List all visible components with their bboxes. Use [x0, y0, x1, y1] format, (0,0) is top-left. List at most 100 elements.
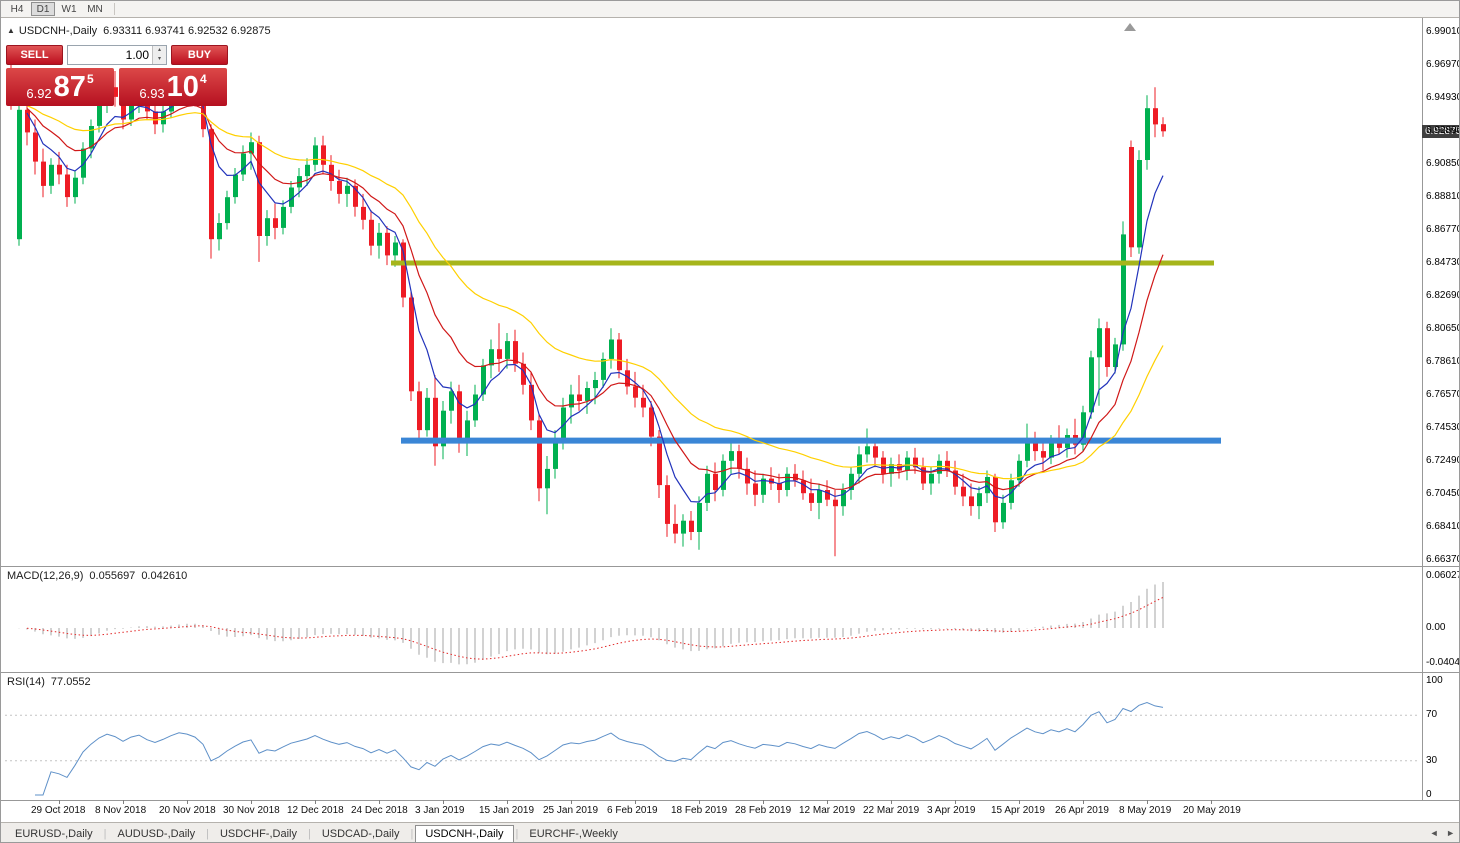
- time-axis-label: 8 Nov 2018: [95, 805, 147, 816]
- price-axis-label: 6.90850: [1426, 158, 1460, 169]
- toolbar-separator: [114, 3, 115, 15]
- time-axis-label: 6 Feb 2019: [607, 805, 658, 816]
- time-axis-label: 20 Nov 2018: [159, 805, 216, 816]
- time-axis-label: 28 Feb 2019: [735, 805, 792, 816]
- timeframe-w1[interactable]: W1: [57, 2, 81, 16]
- price-chart-panel: ▲ USDCNH-,Daily 6.93311 6.93741 6.92532 6.…: [1, 18, 1422, 566]
- price-axis-label: 6.84730: [1426, 257, 1460, 268]
- price-axis-label: 6.78610: [1426, 356, 1460, 367]
- time-axis-tick: [635, 800, 636, 804]
- macd-axis-label: 0.060274: [1426, 570, 1459, 581]
- price-axis-label: 6.70450: [1426, 488, 1460, 499]
- chart-tab-eurusd-daily[interactable]: EURUSD-,Daily: [15, 827, 93, 840]
- time-axis-tick: [123, 800, 124, 804]
- sell-price-prefix: 6.92: [26, 86, 52, 101]
- chart-shift-marker-icon[interactable]: [1124, 23, 1136, 31]
- one-click-collapse-icon[interactable]: ▲: [7, 26, 15, 35]
- price-axis-label: 6.68410: [1426, 521, 1460, 532]
- rsi-indicator-label: RSI(14) 77.0552: [7, 676, 91, 688]
- time-axis-label: 3 Jan 2019: [415, 805, 465, 816]
- price-axis-label: 6.94930: [1426, 92, 1460, 103]
- time-axis-label: 12 Dec 2018: [287, 805, 344, 816]
- time-axis-tick: [443, 800, 444, 804]
- chart-tab-usdchf-daily[interactable]: USDCHF-,Daily: [219, 827, 297, 840]
- time-axis-tick: [1147, 800, 1148, 804]
- time-axis-tick: [699, 800, 700, 804]
- macd-histogram: [18, 582, 1164, 665]
- time-axis-tick: [891, 800, 892, 804]
- one-click-trading-panel: SELL 1.00 ▴ ▾ BUY 6.92 87 5 6.93 10 4: [6, 45, 228, 106]
- tab-scroll-controls: ◄ ►: [1425, 828, 1455, 838]
- time-axis-label: 29 Oct 2018: [31, 805, 86, 816]
- sell-button[interactable]: SELL: [6, 45, 63, 65]
- time-axis-tick: [827, 800, 828, 804]
- rsi-axis-label: 100: [1426, 675, 1443, 686]
- timeframe-d1[interactable]: D1: [31, 2, 55, 16]
- macd-indicator-canvas: [18, 582, 1164, 665]
- macd-axis-label: 0.00: [1426, 622, 1446, 633]
- macd-indicator-label: MACD(12,26,9) 0.055697 0.042610: [7, 570, 187, 582]
- time-axis-tick: [571, 800, 572, 804]
- time-axis-tick: [187, 800, 188, 804]
- price-axis-label: 6.76570: [1426, 389, 1460, 400]
- macd-axis-label: -0.040412: [1426, 657, 1460, 668]
- rsi-axis-label: 0: [1426, 789, 1432, 800]
- rsi-indicator-canvas: [5, 701, 1417, 796]
- time-axis-label: 18 Feb 2019: [671, 805, 728, 816]
- time-axis-label: 22 Mar 2019: [863, 805, 920, 816]
- timeframe-mn[interactable]: MN: [83, 2, 107, 16]
- price-axis-label: 6.82690: [1426, 290, 1460, 301]
- time-axis-label: 3 Apr 2019: [927, 805, 976, 816]
- time-axis-label: 24 Dec 2018: [351, 805, 408, 816]
- time-axis-label: 20 May 2019: [1183, 805, 1241, 816]
- chart-tab-eurchf-weekly[interactable]: EURCHF-,Weekly: [529, 827, 618, 840]
- chart-ohlc-values: 6.93311 6.93741 6.92532 6.92875: [103, 25, 271, 37]
- price-axis-label: 6.88810: [1426, 191, 1460, 202]
- volume-value: 1.00: [125, 48, 149, 62]
- time-axis-tick: [1211, 800, 1212, 804]
- chart-tab-usdcad-daily[interactable]: USDCAD-,Daily: [321, 827, 400, 840]
- time-axis-tick: [763, 800, 764, 804]
- volume-spinner: ▴ ▾: [152, 46, 166, 64]
- spinner-down-icon[interactable]: ▾: [153, 55, 166, 64]
- macd-main-value: 0.055697: [89, 570, 136, 582]
- time-axis-label: 8 May 2019: [1119, 805, 1172, 816]
- time-axis-tick: [315, 800, 316, 804]
- buy-price-prefix: 6.93: [139, 86, 165, 101]
- panel-separator[interactable]: [1, 672, 1459, 673]
- rsi-name: RSI(14): [7, 676, 45, 688]
- time-axis-tick: [59, 800, 60, 804]
- price-axis-label: 6.96970: [1426, 59, 1460, 70]
- price-axis-label: 6.80650: [1426, 323, 1460, 334]
- sell-price-box[interactable]: 6.92 87 5: [6, 68, 114, 106]
- chart-symbol-period: USDCNH-,Daily: [18, 25, 98, 37]
- buy-button[interactable]: BUY: [171, 45, 228, 65]
- chart-tab-bar: EURUSD-,Daily | AUDUSD-,Daily | USDCHF-,Dail…: [1, 822, 1459, 842]
- chart-tab-audusd-daily[interactable]: AUDUSD-,Daily: [117, 827, 196, 840]
- volume-input[interactable]: 1.00 ▴ ▾: [67, 45, 167, 65]
- price-axis-label: 6.72490: [1426, 455, 1460, 466]
- spinner-up-icon[interactable]: ▴: [153, 46, 166, 55]
- buy-price-big: 10: [166, 71, 199, 103]
- ma-30-line: [26, 105, 1164, 480]
- time-axis-tick: [379, 800, 380, 804]
- price-axis-label: 6.92890: [1426, 125, 1460, 136]
- current-price-badge: 6.92875: [1422, 125, 1459, 138]
- timeframe-h4[interactable]: H4: [5, 2, 29, 16]
- tab-scroll-right-icon[interactable]: ►: [1446, 828, 1455, 838]
- candlesticks: [9, 64, 1166, 557]
- tab-scroll-left-icon[interactable]: ◄: [1429, 828, 1439, 838]
- time-axis-tick: [1019, 800, 1020, 804]
- timeframe-toolbar: H4 D1 W1 MN: [1, 1, 1459, 18]
- chart-tab-usdcnh-daily[interactable]: USDCNH-,Daily: [415, 824, 514, 842]
- tab-separator: |: [103, 827, 107, 840]
- rsi-axis-label: 30: [1426, 755, 1438, 766]
- panel-separator: [1, 800, 1459, 801]
- price-axis-label: 6.74530: [1426, 422, 1460, 433]
- time-axis-tick: [1083, 800, 1084, 804]
- buy-price-box[interactable]: 6.93 10 4: [119, 68, 227, 106]
- macd-signal-value: 0.042610: [141, 570, 188, 582]
- panel-separator[interactable]: [1, 566, 1459, 567]
- sell-price-sup: 5: [86, 72, 94, 86]
